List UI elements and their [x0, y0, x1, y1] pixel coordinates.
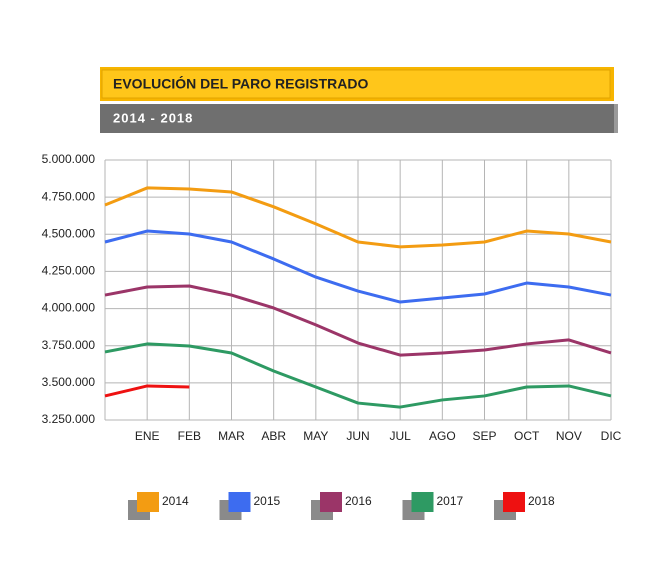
legend-label: 2015	[254, 494, 281, 508]
x-tick-label: MAY	[303, 429, 328, 443]
subtitle-bar	[100, 104, 614, 133]
legend-swatch	[411, 492, 434, 512]
x-tick-label: SEP	[472, 429, 496, 443]
y-tick-label: 3.750.000	[42, 338, 96, 352]
x-tick-label: JUL	[389, 429, 411, 443]
y-tick-label: 4.000.000	[42, 301, 96, 315]
series-line	[104, 342, 612, 409]
legend-label: 2016	[345, 494, 372, 508]
x-tick-label: MAR	[218, 429, 245, 443]
series-line	[104, 384, 190, 398]
legend-label: 2014	[162, 494, 189, 508]
series-line	[104, 284, 612, 357]
x-tick-label: DIC	[601, 429, 622, 443]
y-tick-label: 5.000.000	[42, 152, 96, 166]
y-tick-label: 3.250.000	[42, 412, 96, 426]
series-line	[104, 186, 612, 249]
legend-label: 2017	[437, 494, 464, 508]
chart-subtitle: 2014 - 2018	[113, 110, 193, 125]
y-tick-label: 4.500.000	[42, 226, 96, 240]
y-tick-label: 4.750.000	[42, 189, 96, 203]
x-tick-label: AGO	[429, 429, 456, 443]
series-line	[104, 229, 612, 304]
x-tick-label: OCT	[514, 429, 540, 443]
x-tick-label: ABR	[261, 429, 286, 443]
x-tick-label: ENE	[135, 429, 160, 443]
legend-swatch	[137, 492, 159, 512]
x-tick-label: NOV	[556, 429, 582, 443]
y-tick-label: 3.500.000	[42, 375, 96, 389]
subtitle-bar-edge	[614, 104, 618, 133]
legend-swatch	[320, 492, 342, 512]
legend-swatch	[503, 492, 525, 512]
x-tick-label: FEB	[178, 429, 201, 443]
x-tick-label: JUN	[346, 429, 369, 443]
legend-swatch	[228, 492, 251, 512]
chart-title: EVOLUCIÓN DEL PARO REGISTRADO	[113, 75, 369, 92]
title-bar-inner	[101, 69, 611, 99]
legend-label: 2018	[528, 494, 555, 508]
y-tick-label: 4.250.000	[42, 264, 96, 278]
